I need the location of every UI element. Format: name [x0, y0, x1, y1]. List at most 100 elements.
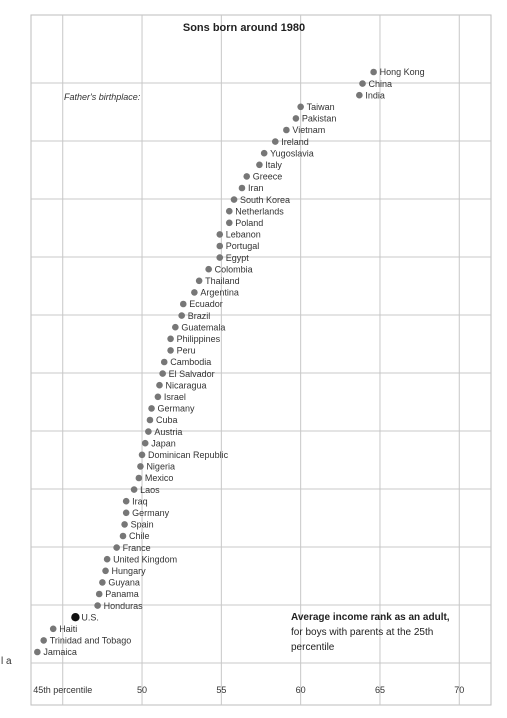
data-point: [260, 149, 268, 157]
data-point: [119, 532, 127, 540]
data-point-label: United Kingdom: [113, 554, 177, 564]
data-point: [191, 289, 198, 296]
data-point: [154, 393, 162, 401]
data-point: [205, 265, 212, 273]
data-point: [167, 335, 174, 343]
data-point: [49, 625, 57, 633]
data-point: [156, 381, 163, 389]
data-point: [216, 254, 224, 261]
data-point-label: U.S.: [81, 612, 99, 622]
data-point-label: Trinidad and Tobago: [50, 636, 132, 646]
data-point-label: Cambodia: [170, 357, 211, 367]
data-point-label: Greece: [253, 172, 283, 182]
annotation-line-2: for boys with parents at the 25th: [291, 627, 433, 638]
data-point: [238, 184, 246, 192]
data-point: [103, 555, 111, 563]
data-point: [102, 567, 109, 575]
data-point: [283, 126, 290, 134]
data-point: [178, 312, 185, 319]
data-point-label: Brazil: [188, 311, 211, 321]
data-point: [145, 428, 152, 435]
data-point-label: Iraq: [132, 496, 148, 506]
data-point-label: Thailand: [205, 276, 240, 286]
data-point-label: Spain: [131, 520, 154, 530]
data-point: [370, 68, 377, 76]
data-point: [216, 242, 224, 250]
data-point-label: Honduras: [104, 601, 144, 611]
data-point-label: India: [365, 90, 385, 100]
data-point-label: Ireland: [281, 137, 309, 147]
chart-title: Sons born around 1980: [183, 22, 305, 34]
data-point: [148, 405, 155, 412]
data-point-label: Argentina: [200, 288, 239, 298]
data-point: [138, 451, 146, 459]
data-point-label: Hong Kong: [380, 67, 425, 77]
x-tick-label: 45th percentile: [33, 685, 92, 695]
data-point: [359, 80, 366, 87]
data-point: [271, 138, 279, 145]
data-point-label: Hungary: [112, 566, 147, 576]
data-point: [216, 231, 224, 238]
data-point-label: El Salvador: [169, 369, 215, 379]
data-point: [179, 300, 187, 308]
data-point-label: Nicaragua: [165, 380, 206, 390]
fathers-birthplace-note: Father's birthplace:: [64, 92, 141, 102]
data-point-label: South Korea: [240, 195, 290, 205]
data-point: [99, 579, 106, 586]
data-point-label: Guatemala: [181, 322, 225, 332]
data-point: [195, 277, 203, 285]
data-point-label: Pakistan: [302, 114, 337, 124]
gridlines: [31, 15, 491, 705]
data-point: [172, 323, 179, 331]
data-point: [130, 486, 138, 493]
data-point-label: Peru: [177, 346, 196, 356]
data-point-label: Netherlands: [235, 206, 284, 216]
annotation-line-3: percentile: [291, 642, 335, 653]
data-point: [122, 497, 130, 505]
data-point: [137, 463, 144, 470]
data-point-label: Italy: [265, 160, 282, 170]
data-point-label: Colombia: [215, 264, 253, 274]
data-point: [95, 590, 103, 598]
data-point: [292, 115, 300, 122]
data-point-label: Egypt: [226, 253, 250, 263]
data-point: [141, 439, 149, 447]
data-point-label: Dominican Republic: [148, 450, 229, 460]
data-point-label: Nigeria: [146, 462, 175, 472]
data-point-label: Yugoslavia: [270, 148, 314, 158]
data-point-label: Chile: [129, 531, 150, 541]
data-point-label: Guyana: [108, 578, 140, 588]
data-point: [225, 219, 233, 227]
data-point: [146, 416, 154, 424]
data-point-label: Cuba: [156, 415, 178, 425]
data-point-label: Haiti: [59, 624, 77, 634]
data-point: [71, 613, 80, 622]
data-point-label: Laos: [140, 485, 160, 495]
x-tick-label: 55: [216, 685, 226, 695]
data-point-label: Philippines: [177, 334, 221, 344]
data-point-label: Vietnam: [292, 125, 325, 135]
data-point-label: Lebanon: [226, 230, 261, 240]
data-point: [230, 196, 238, 203]
data-point: [256, 161, 263, 169]
data-point-label: Panama: [105, 589, 139, 599]
cropped-edge-text: l a: [1, 656, 12, 667]
data-point-label: France: [123, 543, 151, 553]
x-tick-label: 50: [137, 685, 147, 695]
data-point: [356, 91, 363, 99]
data-point-label: Taiwan: [307, 102, 335, 112]
data-point: [225, 207, 233, 215]
x-tick-label: 70: [454, 685, 464, 695]
data-point-label: Israel: [164, 392, 186, 402]
data-point: [34, 648, 41, 656]
data-point: [113, 544, 120, 551]
data-point-label: Iran: [248, 183, 264, 193]
plot-frame: [30, 14, 492, 706]
x-axis-tick-labels: 45th percentile 50 55 60 65 70: [33, 685, 464, 695]
annotation-line-1: Average income rank as an adult,: [291, 612, 450, 623]
data-point: [167, 347, 174, 354]
data-point-label: Ecuador: [189, 299, 223, 309]
data-point: [243, 173, 251, 180]
data-point-label: China: [369, 79, 393, 89]
